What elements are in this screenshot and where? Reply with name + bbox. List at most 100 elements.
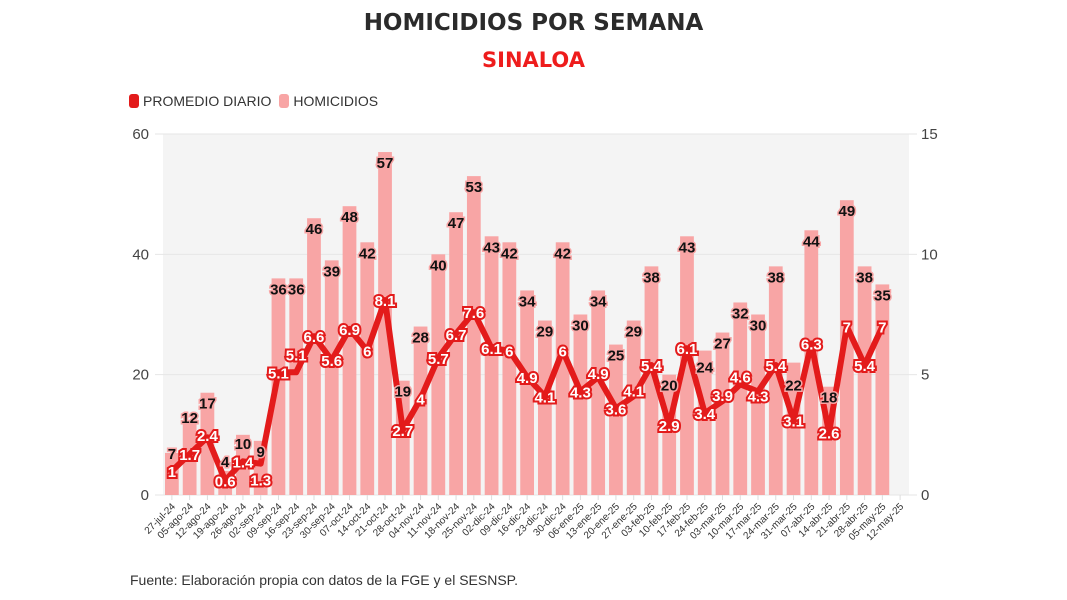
promedio-value-label: 6.3 bbox=[801, 336, 822, 353]
legend-swatch-promedio bbox=[129, 94, 139, 108]
bar bbox=[875, 284, 890, 495]
bar bbox=[751, 314, 765, 495]
promedio-value-label: 1.4 bbox=[232, 454, 254, 471]
bar bbox=[324, 260, 339, 495]
y-tick-label-left: 0 bbox=[141, 487, 149, 504]
promedio-value-label: 7 bbox=[843, 320, 851, 337]
promedio-value-label: 6.6 bbox=[304, 329, 325, 346]
promedio-value-label: 3.9 bbox=[712, 388, 733, 405]
y-tick-label-right: 15 bbox=[921, 126, 938, 143]
y-tick-label-left: 40 bbox=[132, 246, 149, 263]
bar bbox=[733, 302, 748, 495]
bar bbox=[573, 314, 588, 495]
bar bbox=[804, 230, 819, 495]
legend-label-homicidios: HOMICIDIOS bbox=[293, 93, 379, 109]
y-tick-label-left: 60 bbox=[132, 126, 149, 143]
bar-value-label: 30 bbox=[750, 318, 767, 335]
promedio-value-label: 4.3 bbox=[748, 389, 769, 406]
bar-value-label: 34 bbox=[519, 293, 536, 310]
promedio-value-label: 5.4 bbox=[765, 358, 787, 375]
bar-value-label: 19 bbox=[394, 384, 411, 401]
legend: PROMEDIO DIARIO HOMICIDIOS bbox=[129, 93, 386, 109]
bar bbox=[307, 218, 321, 495]
bar bbox=[768, 266, 783, 495]
bar bbox=[609, 344, 623, 495]
bar-value-label: 43 bbox=[679, 239, 696, 256]
promedio-value-label: 6 bbox=[363, 344, 371, 361]
bar bbox=[289, 278, 304, 495]
bar bbox=[484, 236, 499, 496]
plot-area bbox=[163, 134, 909, 495]
bar bbox=[680, 236, 694, 496]
bar bbox=[857, 266, 872, 495]
bar-value-label: 46 bbox=[306, 221, 323, 238]
promedio-value-label: 1.3 bbox=[250, 473, 271, 490]
bar-value-label: 36 bbox=[288, 281, 305, 298]
promedio-value-label: 6 bbox=[558, 344, 566, 361]
promedio-value-label: 1.7 bbox=[179, 447, 200, 464]
legend-swatch-homicidios bbox=[279, 94, 290, 108]
y-tick-label-right: 5 bbox=[921, 367, 929, 384]
bar-value-label: 36 bbox=[270, 281, 287, 298]
bar-value-label: 30 bbox=[572, 318, 589, 335]
bar bbox=[555, 242, 570, 495]
promedio-value-label: 2.7 bbox=[392, 423, 413, 440]
promedio-value-label: 6.1 bbox=[481, 341, 502, 358]
bar-value-label: 22 bbox=[785, 378, 802, 395]
bar-value-label: 20 bbox=[661, 378, 678, 395]
bar bbox=[839, 200, 854, 495]
promedio-value-label: 6.9 bbox=[339, 322, 360, 339]
bar-value-label: 9 bbox=[257, 444, 265, 461]
bar-value-label: 43 bbox=[483, 239, 500, 256]
promedio-value-label: 2.6 bbox=[819, 425, 840, 442]
bar-value-label: 42 bbox=[501, 245, 518, 262]
bar-value-label: 49 bbox=[838, 203, 855, 220]
bar bbox=[378, 152, 392, 496]
promedio-value-label: 5.6 bbox=[321, 353, 342, 370]
promedio-value-label: 5.4 bbox=[641, 358, 663, 375]
promedio-value-label: 1 bbox=[168, 464, 176, 481]
promedio-value-label: 5.1 bbox=[268, 365, 289, 382]
bar-value-label: 25 bbox=[608, 348, 625, 365]
bar-value-label: 39 bbox=[323, 263, 340, 280]
promedio-value-label: 4.9 bbox=[588, 366, 609, 383]
promedio-value-label: 6 bbox=[505, 344, 513, 361]
promedio-value-label: 6.1 bbox=[677, 341, 698, 358]
bar-value-label: 17 bbox=[199, 396, 216, 413]
promedio-value-label: 7 bbox=[878, 320, 886, 337]
chart-title: HOMICIDIOS POR SEMANA bbox=[363, 10, 704, 36]
promedio-value-label: 3.1 bbox=[783, 413, 804, 430]
promedio-value-label: 3.6 bbox=[605, 401, 626, 418]
bar-value-label: 27 bbox=[714, 336, 731, 353]
bar-value-label: 47 bbox=[448, 215, 465, 232]
promedio-value-label: 4.1 bbox=[534, 389, 555, 406]
promedio-line bbox=[168, 297, 886, 484]
legend-item-promedio[interactable]: PROMEDIO DIARIO bbox=[129, 93, 271, 109]
bar-value-label: 57 bbox=[377, 155, 394, 172]
promedio-value-label: 3.4 bbox=[694, 406, 716, 423]
bar-value-label: 38 bbox=[856, 269, 873, 286]
y-tick-label-left: 20 bbox=[132, 367, 149, 384]
bar-value-label: 38 bbox=[767, 269, 784, 286]
bar-value-label: 42 bbox=[554, 245, 571, 262]
bar-value-label: 35 bbox=[874, 287, 891, 304]
bar-value-label: 53 bbox=[465, 179, 482, 196]
chart-subtitle: SINALOA bbox=[482, 48, 585, 72]
bar bbox=[360, 242, 375, 495]
promedio-value-label: 2.9 bbox=[659, 418, 680, 435]
promedio-value-label: 5.7 bbox=[428, 351, 449, 368]
bar bbox=[165, 452, 179, 495]
promedio-value-label: 4.6 bbox=[730, 369, 751, 386]
promedio-value-label: 0.6 bbox=[215, 474, 236, 491]
bar bbox=[626, 320, 641, 495]
legend-item-homicidios[interactable]: HOMICIDIOS bbox=[279, 93, 378, 109]
bar bbox=[342, 206, 357, 495]
bar bbox=[449, 212, 463, 495]
bar-value-label: 44 bbox=[803, 233, 820, 250]
bar bbox=[413, 326, 428, 495]
y-tick-label-right: 10 bbox=[921, 246, 938, 263]
bar-value-label: 34 bbox=[590, 293, 607, 310]
bar bbox=[520, 290, 534, 495]
bar bbox=[591, 290, 606, 495]
